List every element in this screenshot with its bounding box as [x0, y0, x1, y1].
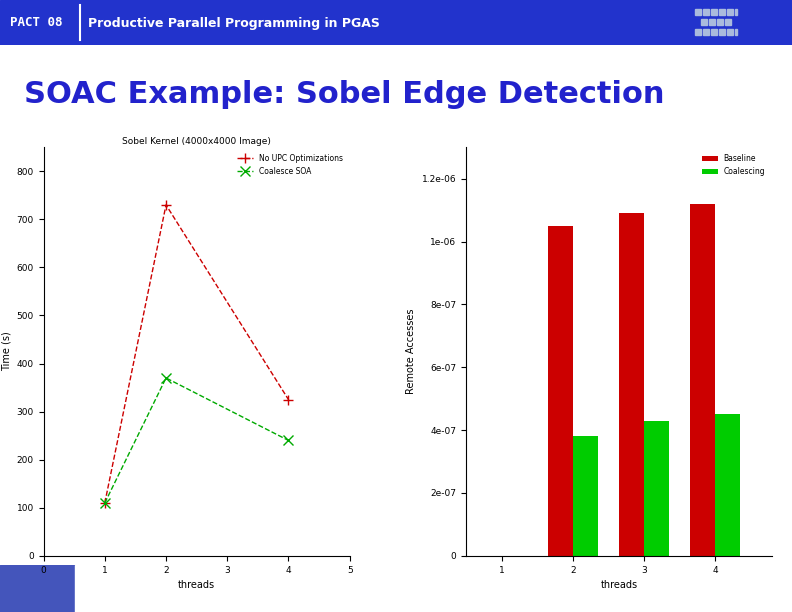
X-axis label: threads: threads	[178, 580, 215, 590]
Bar	[0, 565, 75, 612]
X-axis label: threads: threads	[600, 580, 638, 590]
Line: Coalesce SOA: Coalesce SOA	[100, 373, 293, 508]
Bar	[717, 19, 723, 25]
Y-axis label: Time (s): Time (s)	[1, 332, 11, 371]
Bar	[75, 565, 78, 612]
Bar	[695, 9, 701, 15]
Bar	[711, 9, 717, 15]
Text: Any opinions, findings and conclusions or recommendations expressed in this mate: Any opinions, findings and conclusions o…	[82, 589, 505, 594]
Bar	[727, 29, 733, 35]
Bar	[719, 29, 725, 35]
Bar	[548, 226, 573, 556]
Bar	[695, 29, 701, 35]
No UPC Optimizations	[100, 499, 109, 507]
Y-axis label: Remote Accesses: Remote Accesses	[406, 309, 416, 394]
Bar	[727, 9, 733, 15]
Bar	[735, 29, 737, 35]
Bar	[703, 29, 709, 35]
Text: 75: 75	[761, 581, 782, 597]
Text: Productive Parallel Programming in PGAS: Productive Parallel Programming in PGAS	[88, 17, 380, 29]
Bar	[711, 29, 717, 35]
Legend: No UPC Optimizations, Coalesce SOA: No UPC Optimizations, Coalesce SOA	[234, 151, 346, 179]
Bar	[725, 19, 731, 25]
Line: No UPC Optimizations: No UPC Optimizations	[100, 200, 293, 508]
Bar	[619, 213, 644, 556]
Bar	[701, 19, 707, 25]
Bar	[715, 414, 741, 556]
Text: PACT 08: PACT 08	[10, 17, 63, 29]
Bar	[644, 420, 669, 556]
Bar	[691, 204, 715, 556]
Bar	[735, 9, 737, 15]
Bar	[703, 9, 709, 15]
Coalesce SOA	[284, 437, 293, 444]
Text: SOAC Example: Sobel Edge Detection: SOAC Example: Sobel Edge Detection	[24, 80, 664, 109]
Title: Sobel Kernel (4000x4000 Image): Sobel Kernel (4000x4000 Image)	[122, 138, 271, 146]
Coalesce SOA	[100, 499, 109, 507]
Bar	[719, 9, 725, 15]
No UPC Optimizations	[284, 396, 293, 403]
Legend: Baseline, Coalescing: Baseline, Coalescing	[699, 151, 768, 179]
Bar	[709, 19, 715, 25]
Text: This material is based upon work supported by the Defense Advanced Research Proj: This material is based upon work support…	[82, 576, 502, 581]
No UPC Optimizations	[162, 201, 171, 209]
Bar	[573, 436, 598, 556]
Text: the views of the Defense Advanced Research Projects Agency.: the views of the Defense Advanced Resear…	[82, 602, 266, 607]
Coalesce SOA	[162, 375, 171, 382]
